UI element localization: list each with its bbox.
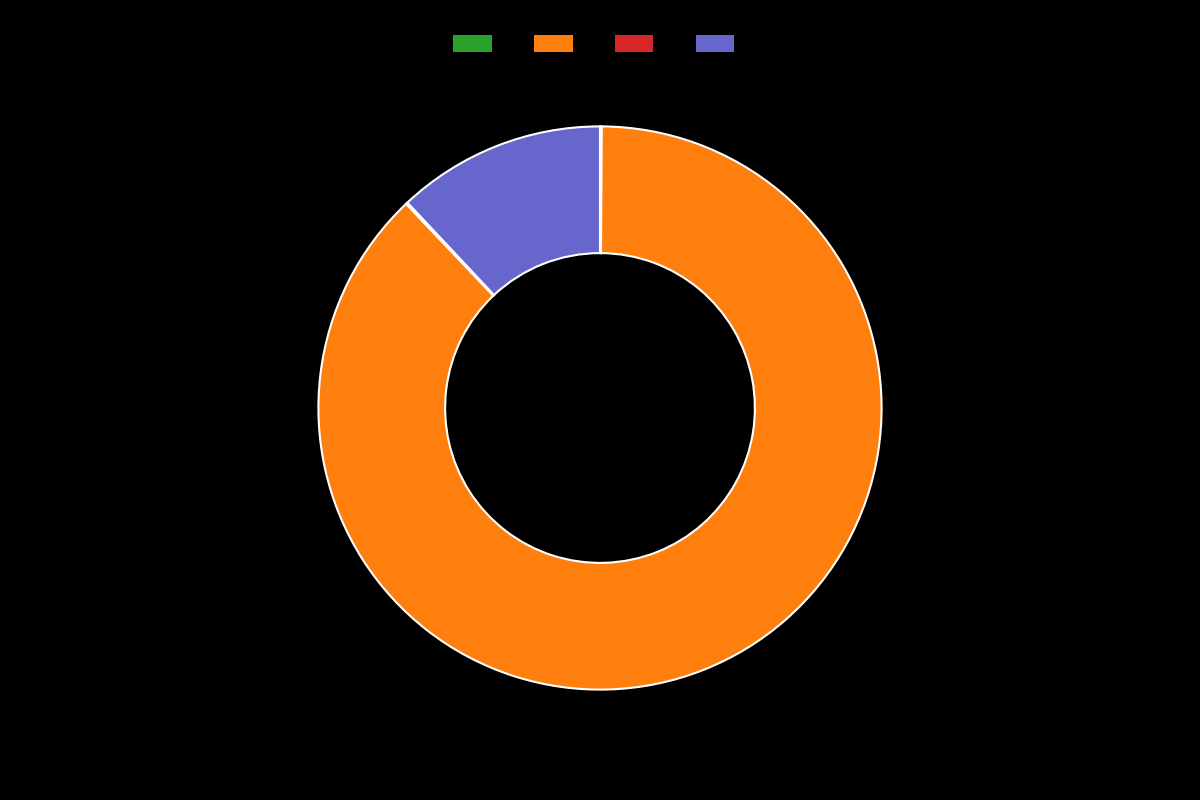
Wedge shape (406, 202, 494, 296)
Wedge shape (407, 126, 600, 295)
Legend: , , , : , , , (448, 29, 752, 58)
Wedge shape (318, 126, 882, 690)
Wedge shape (600, 126, 601, 253)
